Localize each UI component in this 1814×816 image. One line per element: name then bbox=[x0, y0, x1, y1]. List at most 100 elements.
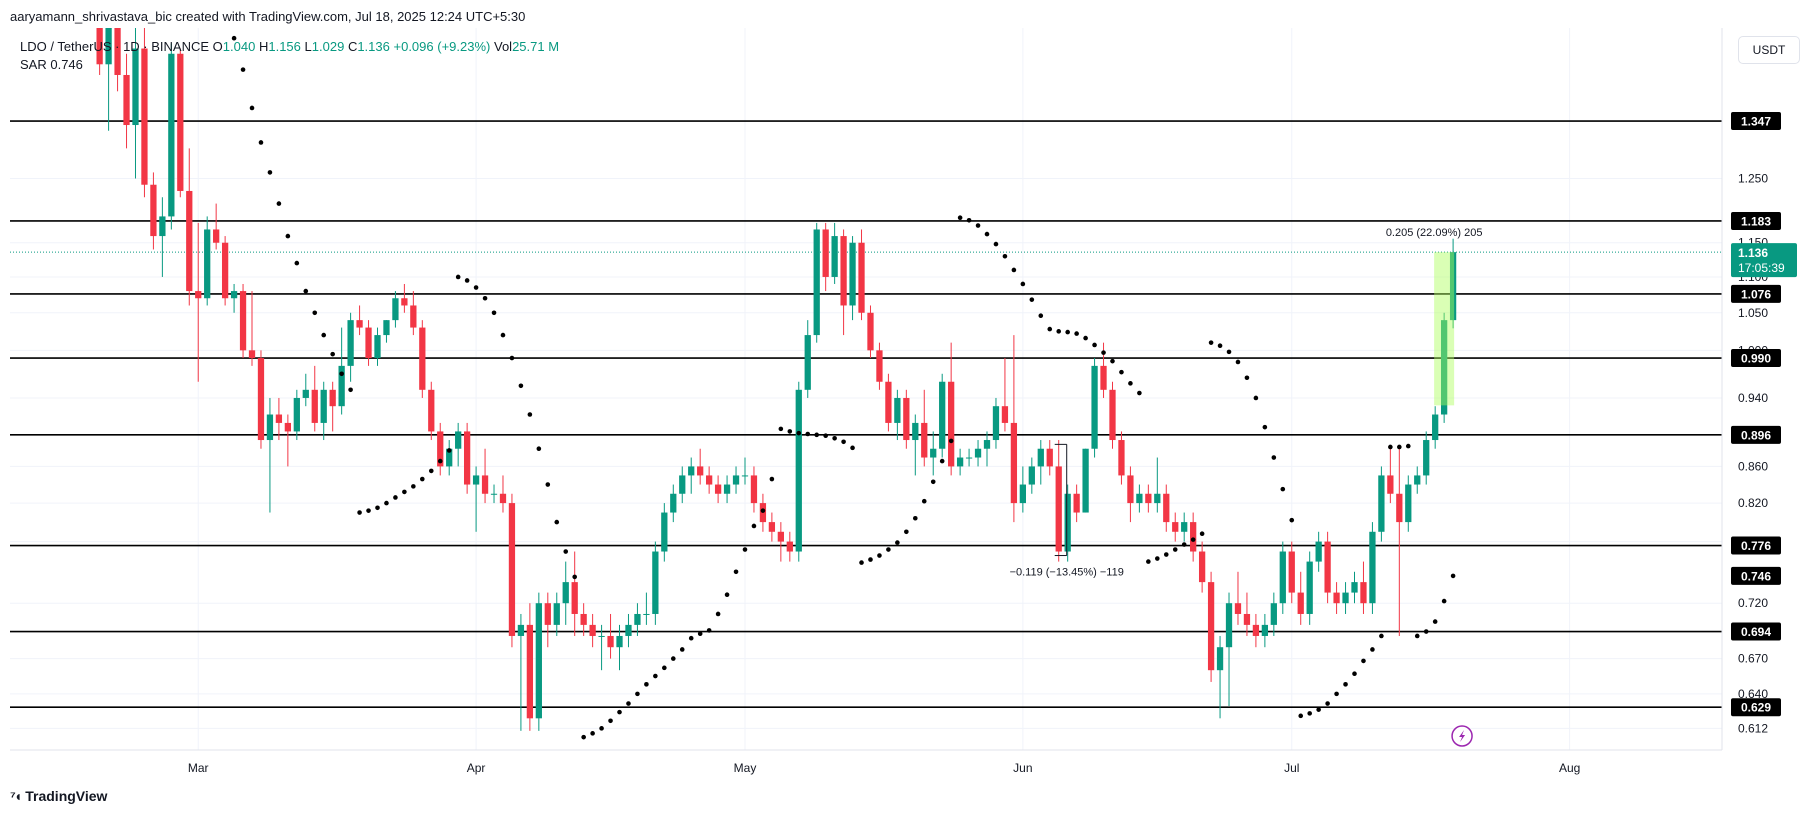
sar-dot bbox=[635, 691, 640, 697]
candle-body bbox=[347, 320, 354, 366]
candle-body bbox=[1082, 448, 1089, 513]
sar-dot bbox=[993, 241, 999, 247]
candle-body bbox=[1118, 440, 1125, 476]
sar-dot bbox=[1244, 375, 1250, 381]
sar-dot bbox=[1038, 313, 1044, 319]
sar-dot bbox=[455, 274, 461, 280]
candle-body bbox=[168, 53, 175, 217]
candle-body bbox=[177, 53, 184, 191]
sar-dot bbox=[1361, 658, 1366, 664]
level-price-tag bbox=[1731, 698, 1781, 717]
sar-dot bbox=[1298, 713, 1304, 719]
candlestick-chart[interactable]: 0.205 (22.09%) 205−0.119 (−13.45%) −119 … bbox=[0, 0, 1814, 788]
sar-dot bbox=[1155, 556, 1160, 561]
sar-dot bbox=[662, 665, 667, 671]
candle-body bbox=[1190, 522, 1197, 552]
sar-dot bbox=[428, 468, 434, 474]
chart-legend: LDO / TetherUS · 1D · BINANCE O1.040 H1.… bbox=[20, 39, 560, 72]
candle-body bbox=[1423, 440, 1430, 476]
candle-body bbox=[266, 414, 274, 441]
candle-body bbox=[446, 448, 453, 467]
chart-area[interactable]: 0.205 (22.09%) 205 −0.119 (−13.45%) −119 … bbox=[0, 0, 1814, 788]
candle-body bbox=[383, 320, 390, 336]
candle-body bbox=[625, 624, 632, 636]
level-price-tag bbox=[1731, 284, 1781, 303]
sar-dot bbox=[1056, 329, 1062, 334]
candle-body bbox=[392, 298, 399, 321]
sar-dot bbox=[679, 647, 685, 652]
candle-body bbox=[1432, 414, 1439, 441]
branding-text: TradingView bbox=[25, 788, 108, 804]
sar-dot bbox=[742, 547, 748, 552]
sar-dot bbox=[357, 510, 362, 515]
sar-dot bbox=[231, 35, 237, 41]
candle-body bbox=[930, 448, 937, 458]
candle-body bbox=[1037, 448, 1044, 467]
candle-body bbox=[1181, 522, 1188, 532]
sar-dot bbox=[841, 439, 846, 445]
sar-dot bbox=[1172, 547, 1178, 552]
candle-body bbox=[320, 389, 327, 423]
last-price-label: 1.136 bbox=[1738, 246, 1768, 260]
sar-dot bbox=[895, 540, 900, 545]
sar-dot bbox=[832, 436, 837, 441]
sar-dot bbox=[778, 426, 784, 432]
candle-body bbox=[221, 242, 229, 299]
candle-body bbox=[499, 493, 507, 504]
sar-dot bbox=[1002, 253, 1008, 259]
candle-body bbox=[1100, 365, 1107, 390]
sar-dot bbox=[921, 498, 927, 504]
candle-body bbox=[903, 397, 910, 441]
candle-body bbox=[634, 613, 641, 625]
sar-dot bbox=[339, 371, 344, 377]
candle-body bbox=[732, 475, 740, 485]
candle-body bbox=[983, 440, 991, 449]
candle-body bbox=[1234, 603, 1242, 614]
sar-dot bbox=[796, 430, 802, 436]
level-price-label: 0.629 bbox=[1741, 701, 1771, 715]
candle-body bbox=[455, 431, 462, 449]
candle-body bbox=[204, 229, 211, 299]
sar-dot bbox=[724, 592, 730, 598]
candle-body bbox=[1360, 582, 1367, 604]
candle-body bbox=[1414, 475, 1421, 485]
candle-body bbox=[535, 603, 542, 719]
level-price-label: 1.076 bbox=[1741, 287, 1771, 301]
sar-dot bbox=[1199, 531, 1205, 537]
sar-dot bbox=[670, 656, 676, 661]
candle-body bbox=[777, 531, 784, 542]
candle-body bbox=[544, 603, 551, 625]
open-value: 1.040 bbox=[222, 39, 256, 54]
sar-dot bbox=[482, 295, 488, 301]
time-axis: Mar Apr May Jun Jul Aug bbox=[188, 761, 1580, 775]
candle-body bbox=[1243, 613, 1251, 625]
sar-dot bbox=[1289, 517, 1295, 523]
sar-dot bbox=[1450, 573, 1456, 579]
y-tick-label: 0.670 bbox=[1738, 652, 1768, 666]
sar-dot bbox=[850, 445, 855, 451]
sar-dot bbox=[1414, 633, 1420, 639]
candle-body bbox=[284, 422, 292, 432]
symbol-label[interactable]: LDO / TetherUS · 1D · BINANCE bbox=[20, 39, 210, 54]
candle-body bbox=[714, 484, 722, 494]
currency-button[interactable]: USDT bbox=[1738, 36, 1800, 64]
indicator-name[interactable]: SAR bbox=[20, 57, 47, 72]
last-price-tag bbox=[1731, 243, 1797, 278]
close-value: 1.136 bbox=[357, 39, 390, 54]
candle-body bbox=[141, 48, 148, 185]
low-value: 1.029 bbox=[311, 39, 345, 54]
candle-body bbox=[571, 582, 578, 614]
candle-body bbox=[894, 397, 901, 423]
candle-body bbox=[858, 242, 865, 313]
horizontal-levels bbox=[10, 120, 1722, 709]
sar-dot bbox=[1208, 340, 1214, 345]
candle-body bbox=[401, 298, 408, 306]
sar-dot bbox=[975, 223, 981, 228]
sar-dot bbox=[473, 285, 479, 290]
candle-body bbox=[956, 457, 964, 467]
tradingview-branding[interactable]: ⁷◖ TradingView bbox=[10, 788, 107, 804]
level-price-label: 1.183 bbox=[1741, 214, 1771, 228]
sar-dot bbox=[1441, 598, 1447, 604]
sar-dots bbox=[151, 0, 1456, 740]
candle-body bbox=[939, 381, 946, 449]
